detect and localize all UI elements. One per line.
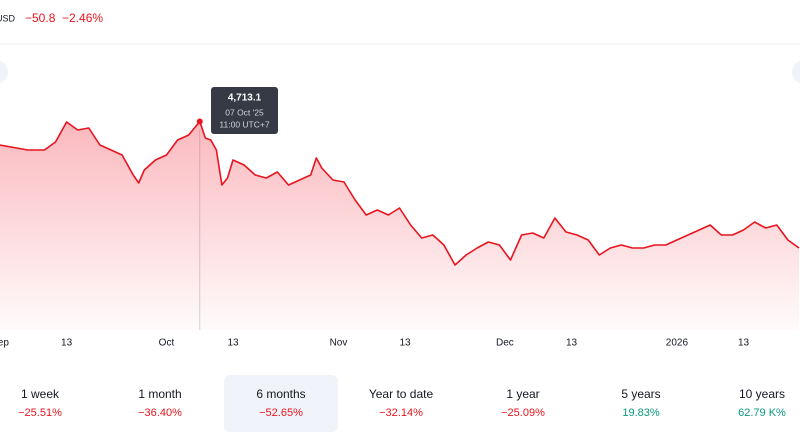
x-tick-label: 13 [399,338,411,349]
period-label: 5 years [621,387,660,401]
tooltip-point [196,118,203,125]
scroll-button[interactable] [792,60,800,84]
period-change: 19.83% [622,407,660,419]
plot: Sep 13 Oct 13 Nov 13 Dec 13 2026 13 4,713.1 07 Oct … [0,87,800,349]
x-tick-label: Oct [159,338,175,349]
period-button[interactable]: 1 year −25.09% [501,387,545,419]
period-button[interactable]: Year to date −32.14% [369,387,434,419]
scroll-button[interactable] [0,60,8,84]
tooltip-time: 11:00 UTC+7 [219,119,269,129]
period-label: 10 years [739,387,785,401]
periods: 1 week −25.51% 1 month −36.40% 6 months −52.6… [18,375,786,432]
period-change: −52.65% [259,407,303,419]
x-tick-label: Sep [0,338,9,349]
period-button[interactable]: 1 week −25.51% [18,387,62,419]
period-label: Year to date [369,387,434,401]
x-tick-label: 2026 [666,338,689,349]
period-label: 1 week [21,387,60,401]
period-change: −25.09% [501,407,545,419]
period-button[interactable]: 10 years 62.79 K% [738,387,786,419]
period-selected [224,375,338,432]
x-tick-label: 13 [566,338,578,349]
price-line [0,120,800,266]
period-change: 62.79 K% [738,407,786,419]
x-tick-label: 13 [227,338,239,349]
change-pct: −2.46% [62,11,103,25]
x-tick-label: 13 [738,338,750,349]
period-label: 1 year [506,387,539,401]
period-button[interactable]: 6 months −52.65% [256,387,305,419]
tooltip-box [211,87,278,134]
x-tick-label: Dec [496,338,514,349]
x-tick-label: 13 [61,338,73,349]
period-button[interactable]: 5 years 19.83% [621,387,660,419]
change: −50.8 [25,11,56,25]
period-change: −25.51% [18,407,62,419]
tooltip-value: 4,713.1 [228,93,262,104]
period-label: 6 months [256,387,305,401]
symbol: USD [0,13,16,23]
period-change: −36.40% [138,407,182,419]
tooltip-date: 07 Oct '25 [225,107,264,117]
period-label: 1 month [138,387,181,401]
period-button[interactable]: 1 month −36.40% [138,387,182,419]
area-fill [0,121,799,330]
period-change: −32.14% [379,407,423,419]
x-tick-label: Nov [330,338,348,349]
